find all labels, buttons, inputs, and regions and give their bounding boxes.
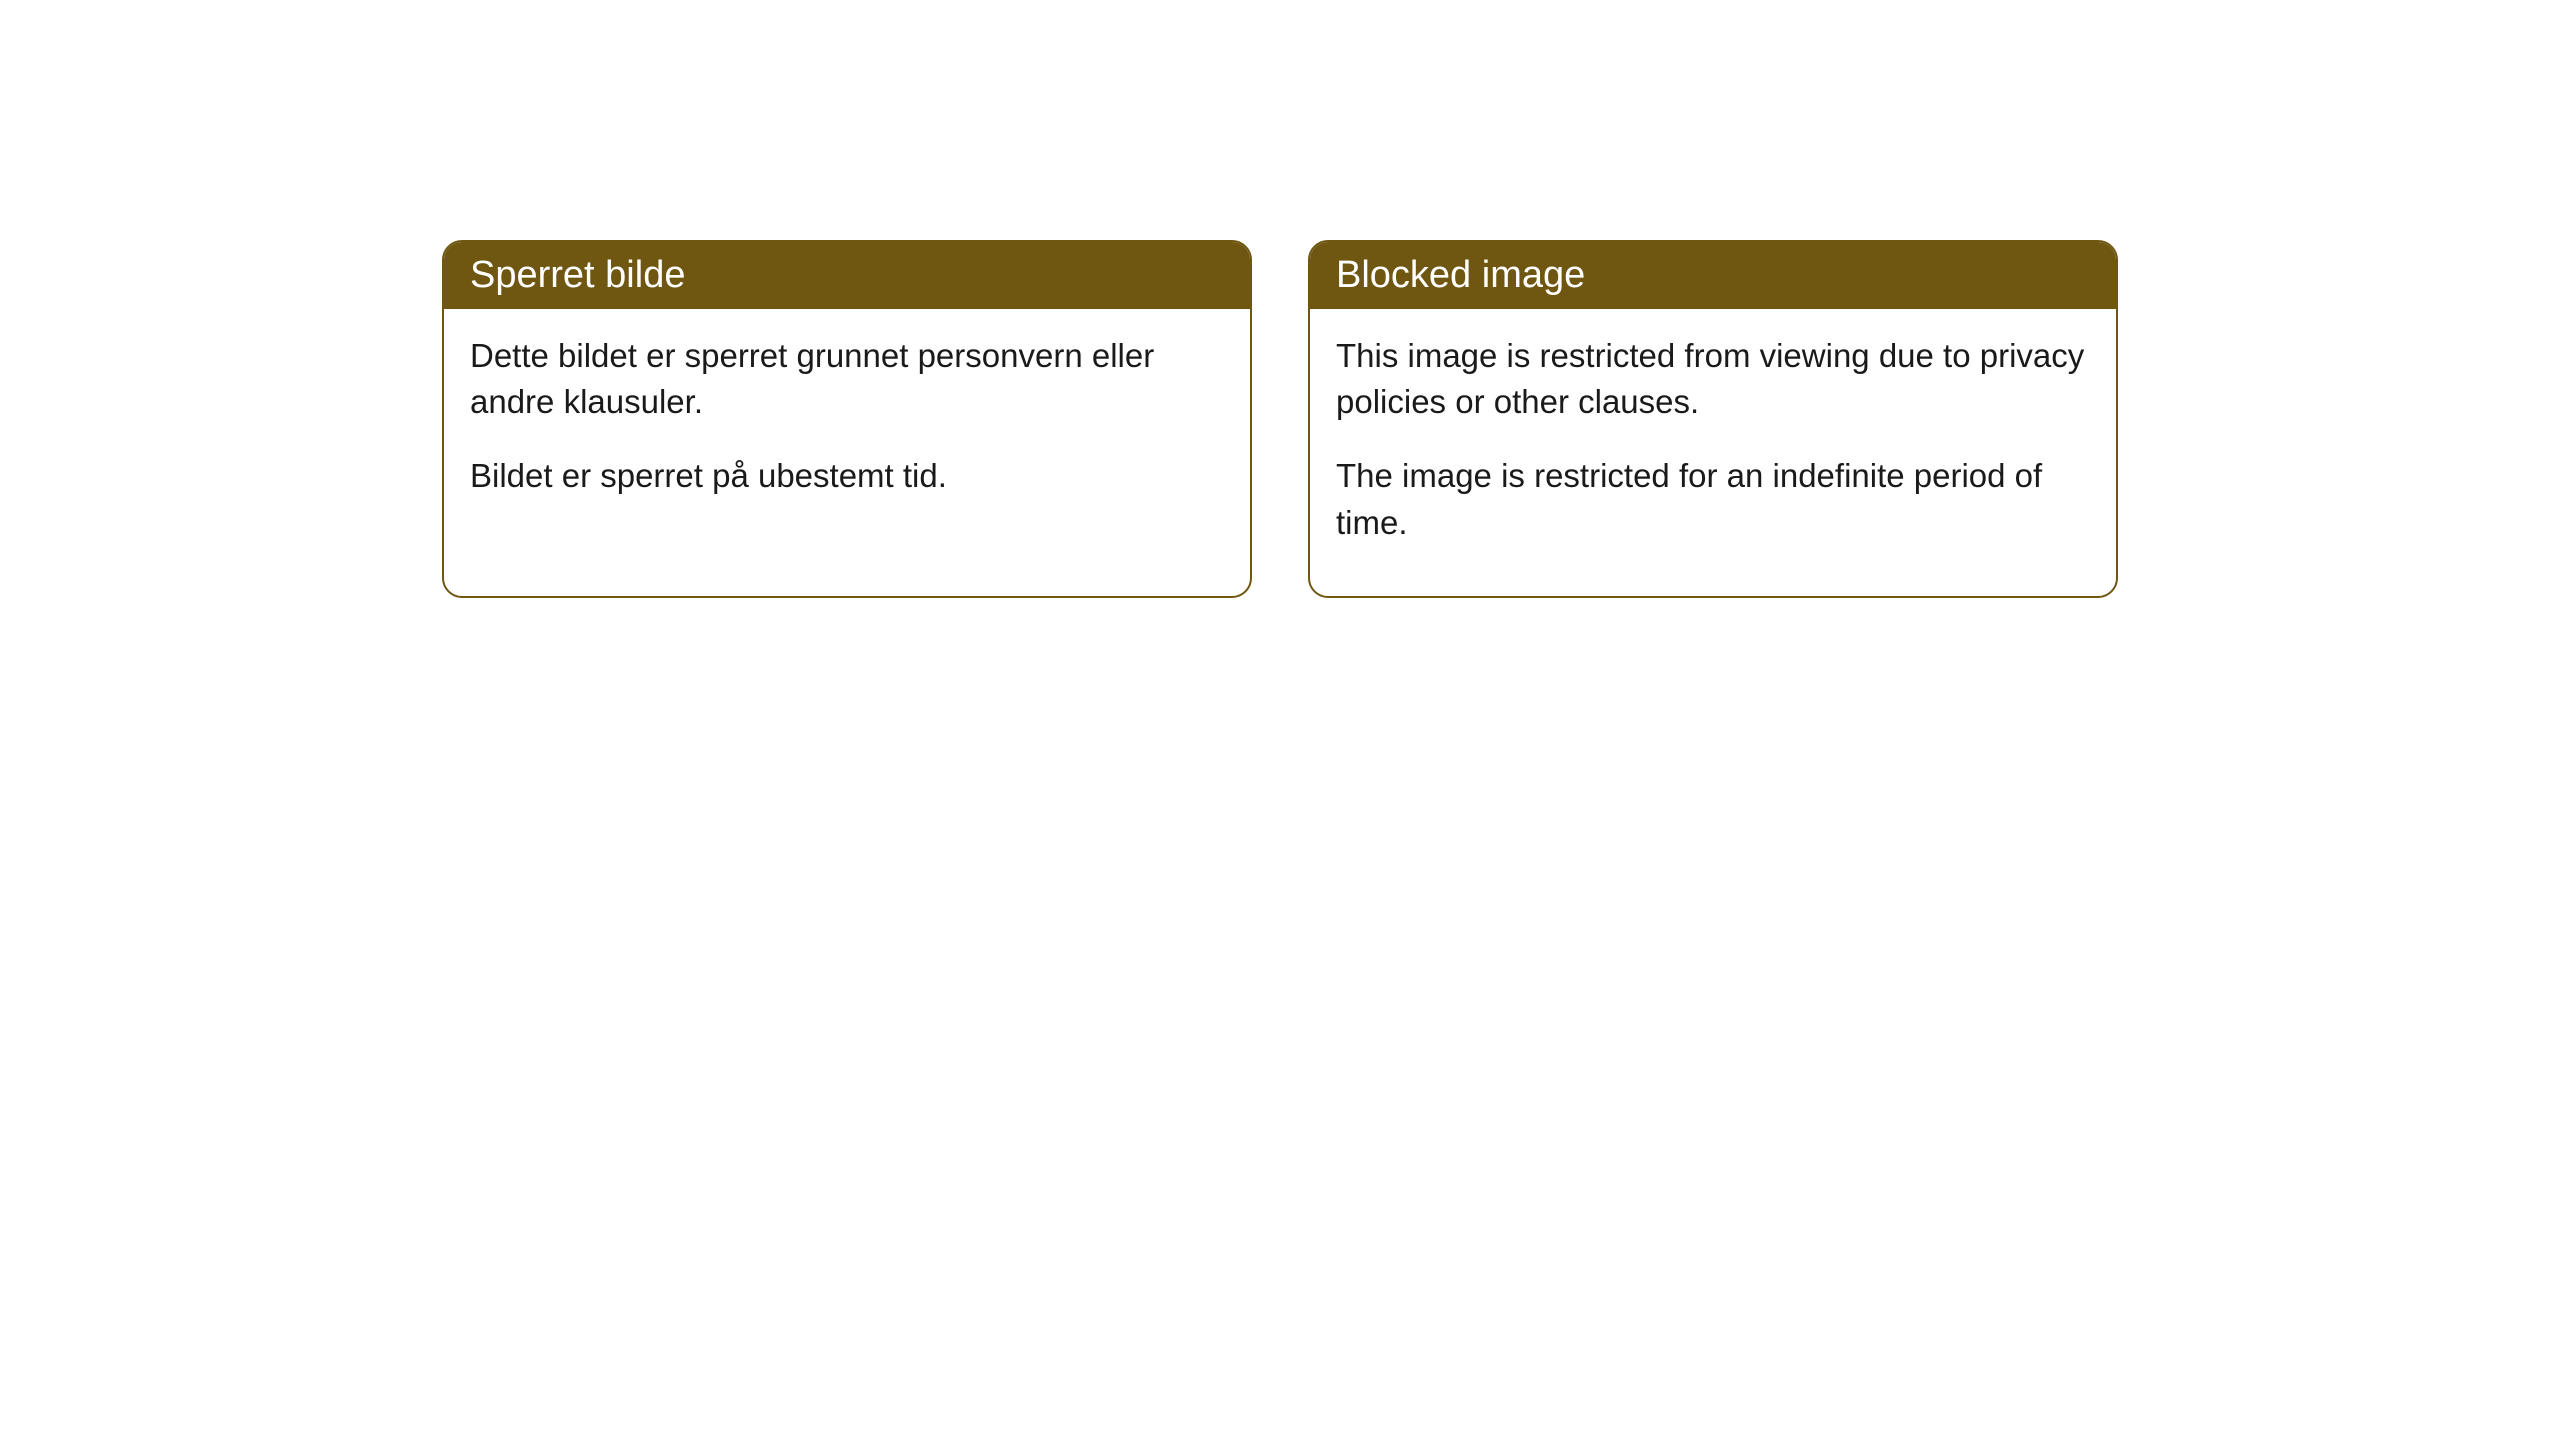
card-title: Sperret bilde — [444, 242, 1250, 309]
blocked-image-card-english: Blocked image This image is restricted f… — [1308, 240, 2118, 598]
notice-cards-container: Sperret bilde Dette bildet er sperret gr… — [442, 240, 2118, 598]
card-body: This image is restricted from viewing du… — [1310, 309, 2116, 596]
card-title: Blocked image — [1310, 242, 2116, 309]
card-paragraph: This image is restricted from viewing du… — [1336, 333, 2090, 425]
card-paragraph: The image is restricted for an indefinit… — [1336, 453, 2090, 545]
blocked-image-card-norwegian: Sperret bilde Dette bildet er sperret gr… — [442, 240, 1252, 598]
card-paragraph: Dette bildet er sperret grunnet personve… — [470, 333, 1224, 425]
card-body: Dette bildet er sperret grunnet personve… — [444, 309, 1250, 550]
card-paragraph: Bildet er sperret på ubestemt tid. — [470, 453, 1224, 499]
